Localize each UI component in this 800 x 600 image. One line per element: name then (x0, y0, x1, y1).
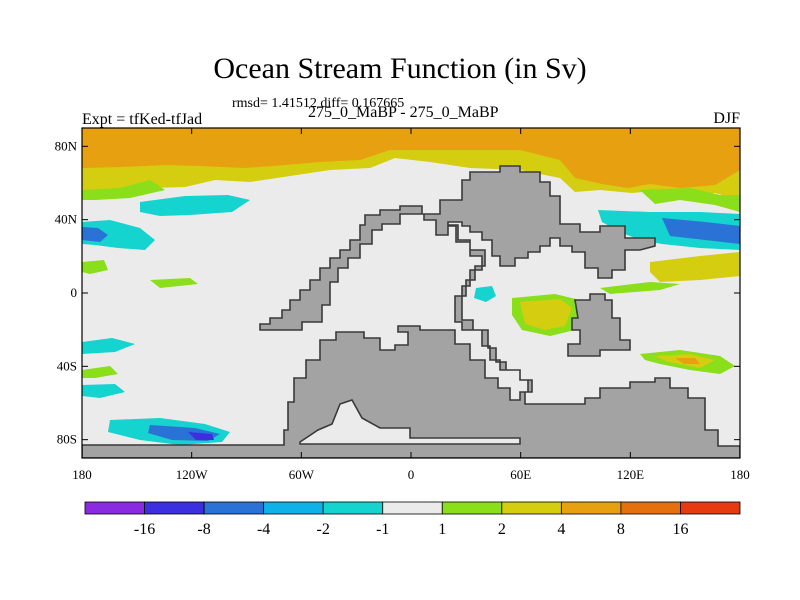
indian-ocean-yellow-patch (520, 299, 572, 330)
lon-tick-label: 120W (176, 467, 209, 482)
east-pacific-yellow-patch (650, 252, 740, 282)
colorbar-label: -2 (317, 521, 330, 538)
pacific-north-cyan-streak (140, 195, 250, 216)
south-pacific-cyan-cell-2 (82, 384, 125, 398)
colorbar-label: 2 (498, 521, 506, 538)
colorbar-swatch (501, 501, 562, 515)
arctic-orange-band (82, 128, 740, 188)
pacific-green-streak (150, 278, 198, 288)
lon-tick-label: 60W (289, 467, 315, 482)
colorbar-label: -4 (257, 521, 270, 538)
colorbar-label: 4 (557, 521, 565, 538)
lat-tick-label: 80N (55, 138, 78, 153)
colorbar-swatch (144, 501, 205, 515)
pacific-green-patch (82, 260, 108, 274)
colorbar-swatch (203, 501, 265, 515)
colorbar-swatch (263, 501, 324, 515)
arctic-green-patch-east (640, 188, 740, 212)
lon-tick-label: 0 (408, 467, 415, 482)
atlantic-cyan-spot (474, 286, 496, 302)
east-pacific-green-streak (600, 282, 680, 294)
season-label: DJF (713, 110, 740, 127)
lat-tick-label: 0 (71, 285, 78, 300)
landmass-antarctic-inlet (299, 399, 521, 445)
lat-tick-label: 40N (55, 212, 78, 227)
colorbar-label: -8 (197, 521, 210, 538)
southern-ocean-orange-core (675, 358, 700, 364)
colorbar-swatch (560, 501, 622, 515)
colorbar: -16 -8 -4 -2 -1 1 2 4 8 16 (84, 501, 741, 538)
colorbar-swatch (322, 501, 384, 515)
lon-tick-label: 180 (730, 467, 750, 482)
colorbar-swatch (680, 501, 741, 515)
latitude-axis: 80N 40N 0 40S 80S (55, 138, 740, 447)
land-masses (82, 165, 740, 458)
map-plot-area (82, 128, 740, 458)
colorbar-swatch (382, 501, 443, 515)
south-pacific-green-patch (82, 366, 118, 378)
antarctic-darkblue-cell (188, 432, 214, 440)
colorbar-swatch (84, 501, 145, 515)
colorbar-label: 1 (438, 521, 446, 538)
lon-tick-label: 60E (510, 467, 531, 482)
colorbar-label: -16 (134, 521, 155, 538)
colorbar-label: 8 (617, 521, 625, 538)
experiment-label: Expt = tfKed-tfJad (82, 111, 203, 128)
landmass-southeast-islands (567, 293, 631, 357)
south-pacific-cyan-cell (82, 338, 135, 354)
pacific-north-blue-cell (82, 227, 108, 242)
lon-tick-label: 180 (72, 467, 92, 482)
lat-tick-label: 40S (57, 358, 77, 373)
period-label: 275_0_MaBP - 275_0_MaBP (308, 104, 499, 121)
colorbar-swatch (441, 501, 503, 515)
map-title: Ocean Stream Function (in Sv) (213, 52, 587, 85)
colorbar-label: 16 (672, 521, 688, 538)
colorbar-swatch (620, 501, 681, 515)
rmsd-diff-stats: rmsd= 1.41512 diff= 0.167665 (232, 96, 405, 111)
pacific-north-cyan-cell (82, 220, 155, 250)
longitude-axis: 180 120W 60W 0 60E 120E 180 (72, 128, 750, 482)
arctic-green-patch (82, 180, 165, 200)
indian-ocean-blue-cell (662, 218, 740, 244)
lon-tick-label: 120E (617, 467, 645, 482)
lat-tick-label: 80S (57, 432, 77, 447)
colorbar-label: -1 (376, 521, 389, 538)
landmass-western (82, 165, 740, 458)
